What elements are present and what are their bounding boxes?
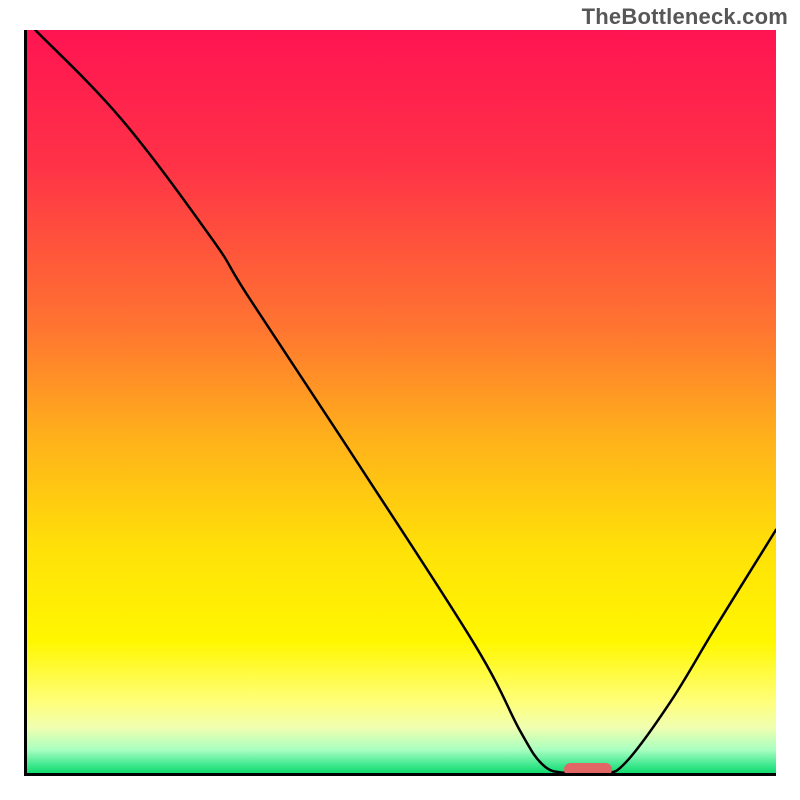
y-axis [24,30,27,776]
plot-svg [24,30,776,776]
gradient-background [24,30,776,776]
plot-area [24,30,776,776]
x-axis [24,773,776,776]
watermark-text: TheBottleneck.com [582,4,788,30]
chart-canvas: TheBottleneck.com [0,0,800,800]
